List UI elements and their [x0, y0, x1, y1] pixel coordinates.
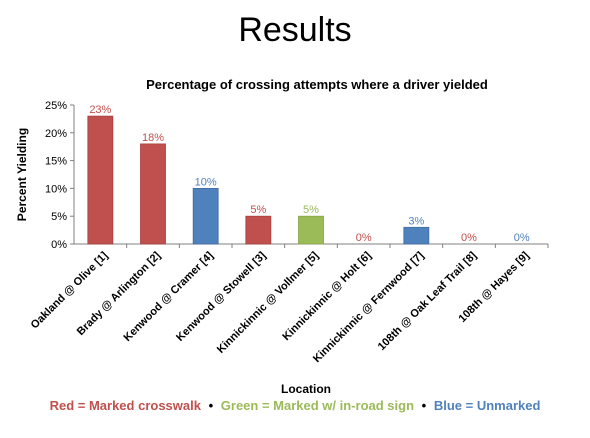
- bar: [245, 215, 272, 245]
- x-tick-label: Kenwood @ Cramer [4]: [121, 249, 216, 344]
- bar: [192, 187, 219, 245]
- data-label: 5%: [250, 204, 266, 216]
- data-label: 5%: [303, 204, 319, 216]
- data-label: 0%: [356, 232, 372, 244]
- x-tick-label: 108th @ Oak Leaf Trail [8]: [376, 249, 480, 353]
- x-tick-label: Kinnickinnic @ Fernwood [7]: [311, 249, 427, 365]
- legend-green: Green = Marked w/ in-road sign: [220, 398, 415, 413]
- color-legend: Red = Marked crosswalk • Green = Marked …: [0, 398, 590, 413]
- y-tick-label: 20%: [45, 128, 67, 140]
- data-label: 3%: [408, 215, 424, 227]
- x-tick-label: Kinnickinnic @ Vollmer [5]: [215, 249, 321, 355]
- x-tick-label: Kinnickinnic @ Holt [6]: [280, 249, 374, 343]
- bar: [403, 226, 430, 245]
- legend-red: Red = Marked crosswalk: [49, 398, 201, 413]
- y-tick-label: 0%: [51, 239, 67, 251]
- y-tick-label: 5%: [51, 211, 67, 223]
- y-tick-label: 10%: [45, 183, 67, 195]
- legend-separator-2: •: [421, 398, 427, 413]
- data-label: 0%: [461, 232, 477, 244]
- slide-title: Results: [238, 11, 352, 49]
- x-axis-label: Location: [281, 382, 331, 396]
- y-axis-label: Percent Yielding: [15, 128, 29, 221]
- bar: [87, 115, 114, 245]
- legend-blue: Blue = Unmarked: [433, 398, 541, 413]
- data-label: 0%: [514, 232, 530, 244]
- legend-separator-1: •: [208, 398, 214, 413]
- data-label: 18%: [142, 132, 164, 144]
- data-label: 10%: [195, 176, 217, 188]
- chart-title: Percentage of crossing attempts where a …: [146, 77, 488, 92]
- y-tick-label: 25%: [45, 100, 67, 112]
- y-tick-label: 15%: [45, 156, 67, 168]
- bar: [140, 143, 166, 245]
- data-label: 23%: [89, 104, 111, 116]
- bar: [298, 215, 324, 245]
- x-tick-label: Kenwood @ Stowell [3]: [174, 249, 269, 344]
